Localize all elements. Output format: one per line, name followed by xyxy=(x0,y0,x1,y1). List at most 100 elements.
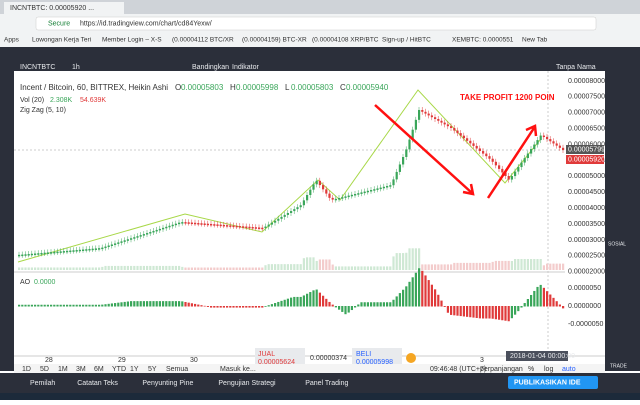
volume-bar xyxy=(446,264,449,270)
bookmark[interactable]: (0.00004112 BTC/XR xyxy=(172,37,234,44)
volume-bar xyxy=(315,260,318,270)
range-button[interactable]: 5Y xyxy=(148,366,157,373)
bookmark[interactable]: (0.00004108 XRP/BTC xyxy=(312,37,379,44)
auto-toggle[interactable]: auto xyxy=(562,366,576,373)
ao-bar xyxy=(165,301,168,307)
compare[interactable]: Bandingkan xyxy=(192,64,229,71)
percent-toggle[interactable]: % xyxy=(528,366,534,373)
range-button[interactable]: 3M xyxy=(76,366,86,373)
volume-bar xyxy=(350,266,353,270)
ao-bar xyxy=(136,301,139,307)
sell-label[interactable]: JUAL xyxy=(258,351,275,358)
ao-bar xyxy=(66,304,69,307)
sidebar-trade[interactable]: TRADE xyxy=(610,363,628,369)
bookmark[interactable]: Apps xyxy=(4,37,20,44)
candle-body xyxy=(142,234,145,236)
ao-bar xyxy=(274,303,277,307)
panel-tab[interactable]: Pemilah xyxy=(30,380,55,387)
buy-price[interactable]: 0.00005998 xyxy=(356,359,393,366)
volume-bar xyxy=(382,266,385,270)
ao-bar xyxy=(331,304,334,307)
panel-tab[interactable]: Penyunting Pine xyxy=(142,380,193,387)
volume-bar xyxy=(331,264,334,270)
candle-body xyxy=(427,113,430,116)
volume-bar xyxy=(62,267,65,270)
ao-bar xyxy=(414,272,417,307)
range-button[interactable]: 6M xyxy=(94,366,104,373)
panel-tab[interactable]: Pengujian Strategi xyxy=(218,380,276,387)
zigzag-label: Zig Zag (5, 10) xyxy=(20,107,66,114)
volume-bar xyxy=(318,259,321,270)
bookmark[interactable]: Sign-up / HitBTC xyxy=(382,37,431,44)
volume-bar xyxy=(386,266,389,270)
candle-body xyxy=(366,190,369,193)
candle-body xyxy=(270,222,273,225)
volume-bar xyxy=(69,267,72,270)
range-button[interactable]: YTD xyxy=(112,366,126,373)
volume-bar xyxy=(290,264,293,270)
volume-bar xyxy=(549,263,552,270)
panel-tab[interactable]: Panel Trading xyxy=(305,380,348,387)
candle-body xyxy=(91,248,94,251)
indicators[interactable]: Indikator xyxy=(232,64,260,71)
volume-bar xyxy=(235,267,238,270)
ao-bar xyxy=(357,304,360,307)
info-icon[interactable] xyxy=(406,353,416,363)
bookmark[interactable]: (0.00004159) BTC-XR xyxy=(242,37,307,44)
range-button[interactable]: 5D xyxy=(40,366,49,373)
layout-name[interactable]: Tanpa Nama xyxy=(556,64,596,71)
volume-bar xyxy=(411,248,414,270)
panel-tab[interactable]: Catatan Teks xyxy=(77,380,118,387)
buy-label[interactable]: BELI xyxy=(356,351,371,358)
bookmark[interactable]: XEMBTC: 0.0000551 xyxy=(452,37,514,44)
extended-hours[interactable]: perpanjangan xyxy=(480,366,523,373)
volume-bar xyxy=(347,266,350,270)
bookmark[interactable]: New Tab xyxy=(522,37,548,44)
candle-body xyxy=(62,251,65,253)
volume-bar xyxy=(507,260,510,270)
ao-bar xyxy=(286,298,289,307)
publish-button[interactable] xyxy=(508,376,598,389)
volume-bar xyxy=(155,265,158,270)
log-toggle[interactable]: log xyxy=(544,366,553,373)
interval[interactable]: 1h xyxy=(72,64,80,71)
volume-bar xyxy=(389,266,392,270)
tab-title[interactable]: INCNTBTC: 0.00005920 ... xyxy=(10,5,94,12)
candle-body xyxy=(526,153,529,159)
candle-body xyxy=(18,254,21,257)
address-bar[interactable] xyxy=(35,16,597,31)
buy-button[interactable] xyxy=(352,348,402,368)
ao-bar xyxy=(210,306,213,308)
range-button[interactable]: 1M xyxy=(58,366,68,373)
bookmark[interactable]: Lowongan Kerja Teri xyxy=(32,37,91,44)
range-button[interactable]: 1Y xyxy=(130,366,139,373)
volume-bar xyxy=(424,264,427,270)
url[interactable]: https://id.tradingview.com/chart/cd84Yex… xyxy=(80,20,212,27)
volume-bar xyxy=(360,266,363,270)
candle-body xyxy=(398,164,401,172)
ao-bar xyxy=(440,300,443,307)
candle-body xyxy=(21,254,24,257)
candle-body xyxy=(133,237,136,239)
volume-bar xyxy=(219,267,222,270)
candle-body xyxy=(242,226,245,228)
ao-bar xyxy=(27,304,30,307)
ao-bar xyxy=(43,304,46,307)
ao-bar xyxy=(72,304,75,307)
symbol[interactable]: INCNTBTC xyxy=(20,64,55,71)
volume-bar xyxy=(558,263,561,270)
sell-button[interactable] xyxy=(255,348,305,368)
range-button[interactable]: Semua xyxy=(166,366,188,373)
volume-bar xyxy=(456,262,459,270)
tab[interactable] xyxy=(4,2,124,14)
bookmark[interactable]: Member Login – X-S xyxy=(102,37,162,44)
range-button[interactable]: 1D xyxy=(22,366,31,373)
time-tick-label: 3 xyxy=(480,357,484,364)
sell-price[interactable]: 0.00005624 xyxy=(258,359,295,366)
ao-bar xyxy=(267,305,270,307)
publish-label[interactable]: PUBLIKASIKAN IDE xyxy=(514,379,581,386)
volume-bar xyxy=(101,266,104,270)
volume-bar xyxy=(504,260,507,270)
goto-date[interactable]: Masuk ke... xyxy=(220,366,256,373)
sidebar-social[interactable]: SOSIAL xyxy=(608,241,626,247)
